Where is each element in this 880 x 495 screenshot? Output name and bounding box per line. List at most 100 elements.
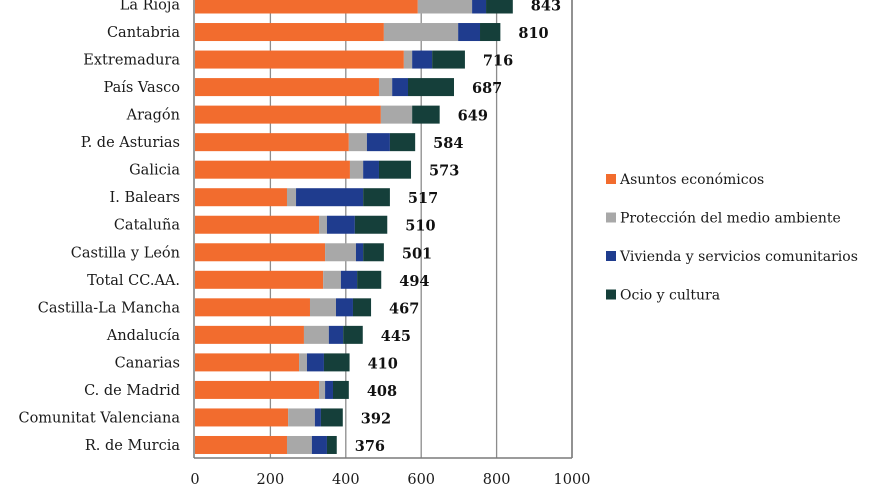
bar-segment-4 (389, 133, 416, 152)
legend-swatch (606, 212, 616, 223)
bar-segment-4 (378, 160, 412, 179)
total-label: 501 (402, 245, 432, 262)
legend-label: Vivienda y servicios comunitarios (619, 249, 858, 265)
x-tick-label: 800 (483, 472, 511, 488)
bar-segment-3 (366, 133, 390, 152)
bar-segment-4 (332, 380, 349, 399)
bar-segment-3 (412, 50, 433, 69)
total-label: 445 (381, 328, 411, 345)
legend-label: Asuntos económicos (619, 172, 764, 188)
category-label: Canarias (115, 355, 180, 371)
total-label: 573 (429, 163, 459, 180)
bar-segment-1 (195, 105, 381, 124)
bar-segment-1 (195, 325, 304, 344)
x-tick-label: 400 (332, 472, 360, 488)
bar-segment-2 (288, 408, 315, 427)
legend-swatch (606, 174, 616, 184)
x-tick-label: 0 (190, 472, 199, 488)
bar-segment-4 (486, 0, 513, 14)
x-tick-label: 600 (407, 472, 435, 488)
bar-segment-3 (296, 188, 364, 207)
category-labels: La Rioja Cantabria Extremadura País Vasco Ar… (18, 0, 180, 454)
bar-segment-2 (286, 435, 312, 454)
total-label: 467 (389, 300, 419, 317)
total-label: 392 (361, 410, 391, 427)
legend-label: Ocio y cultura (620, 288, 720, 304)
bar-segment-4 (432, 50, 465, 69)
bar-segment-2 (299, 353, 307, 372)
bar-segment-2 (325, 243, 356, 262)
total-label: 410 (368, 355, 398, 372)
legend-swatch (606, 289, 616, 300)
category-label: La Rioja (120, 0, 181, 14)
category-label: País Vasco (103, 80, 180, 96)
bar-segment-1 (195, 243, 326, 262)
bar-segment-3 (335, 298, 353, 317)
category-label: R. de Murcia (85, 438, 180, 454)
legend-label: Protección del medio ambiente (620, 211, 841, 227)
bar-segment-3 (458, 23, 481, 42)
bar-segment-1 (195, 435, 287, 454)
total-label: 408 (367, 383, 397, 400)
bar-segment-1 (195, 270, 324, 289)
bar-segment-2 (319, 380, 326, 399)
total-label: 687 (472, 80, 502, 97)
bar-segment-4 (357, 270, 382, 289)
legend-swatch (606, 251, 616, 261)
category-label: Castilla y León (71, 245, 180, 261)
bar-segment-1 (195, 133, 349, 152)
total-label: 810 (518, 25, 548, 42)
total-label: 376 (355, 438, 385, 455)
bar-segment-1 (195, 298, 310, 317)
axes (193, 0, 573, 459)
legend: Asuntos económicos Protección del medio a… (606, 172, 858, 304)
bar-segment-1 (195, 23, 384, 42)
x-tick-label: 1000 (554, 472, 591, 488)
category-label: Cantabria (107, 25, 180, 41)
category-label: Andalucía (106, 328, 180, 344)
bar-segment-1 (195, 50, 404, 69)
bar-segment-3 (340, 270, 358, 289)
bar-segment-4 (323, 353, 350, 372)
total-labels: 843 810 716 687 649 584 573 517 510 501 494 467 445 4… (355, 0, 561, 455)
bar-segment-4 (412, 105, 440, 124)
bar-segment-4 (354, 215, 388, 234)
bar-segment-3 (311, 435, 327, 454)
bar-segment-2 (323, 270, 341, 289)
bar-segment-2 (309, 298, 336, 317)
bar-segment-1 (195, 215, 320, 234)
x-tick-label: 200 (257, 472, 285, 488)
category-label: Comunitat Valenciana (18, 410, 180, 426)
bar-segment-4 (363, 188, 390, 207)
bar-segment-4 (326, 435, 337, 454)
bar-segment-1 (195, 380, 320, 399)
category-label: C. de Madrid (84, 383, 180, 399)
bar-segment-2 (380, 105, 413, 124)
bar-segment-1 (195, 188, 287, 207)
bar-segment-3 (363, 160, 379, 179)
bar-segment-3 (306, 353, 324, 372)
bars (195, 0, 513, 454)
category-label: Castilla-La Mancha (38, 300, 181, 316)
bar-segment-2 (286, 188, 297, 207)
bar-segment-4 (363, 243, 384, 262)
category-label: Aragón (126, 108, 180, 124)
total-label: 494 (399, 273, 429, 290)
bar-segment-3 (314, 408, 321, 427)
bar-segment-2 (349, 160, 364, 179)
bar-segment-3 (392, 78, 409, 97)
bar-segment-2 (417, 0, 473, 14)
total-label: 843 (531, 0, 561, 15)
bar-segment-3 (325, 380, 333, 399)
bar-segment-4 (343, 325, 363, 344)
bar-segment-2 (303, 325, 329, 344)
bar-segment-1 (195, 353, 300, 372)
bar-segment-3 (326, 215, 355, 234)
category-label: I. Balears (110, 190, 180, 206)
total-label: 510 (405, 218, 435, 235)
bar-segment-4 (320, 408, 343, 427)
bar-segment-3 (472, 0, 487, 14)
bar-segment-3 (355, 243, 364, 262)
bar-segment-2 (348, 133, 367, 152)
